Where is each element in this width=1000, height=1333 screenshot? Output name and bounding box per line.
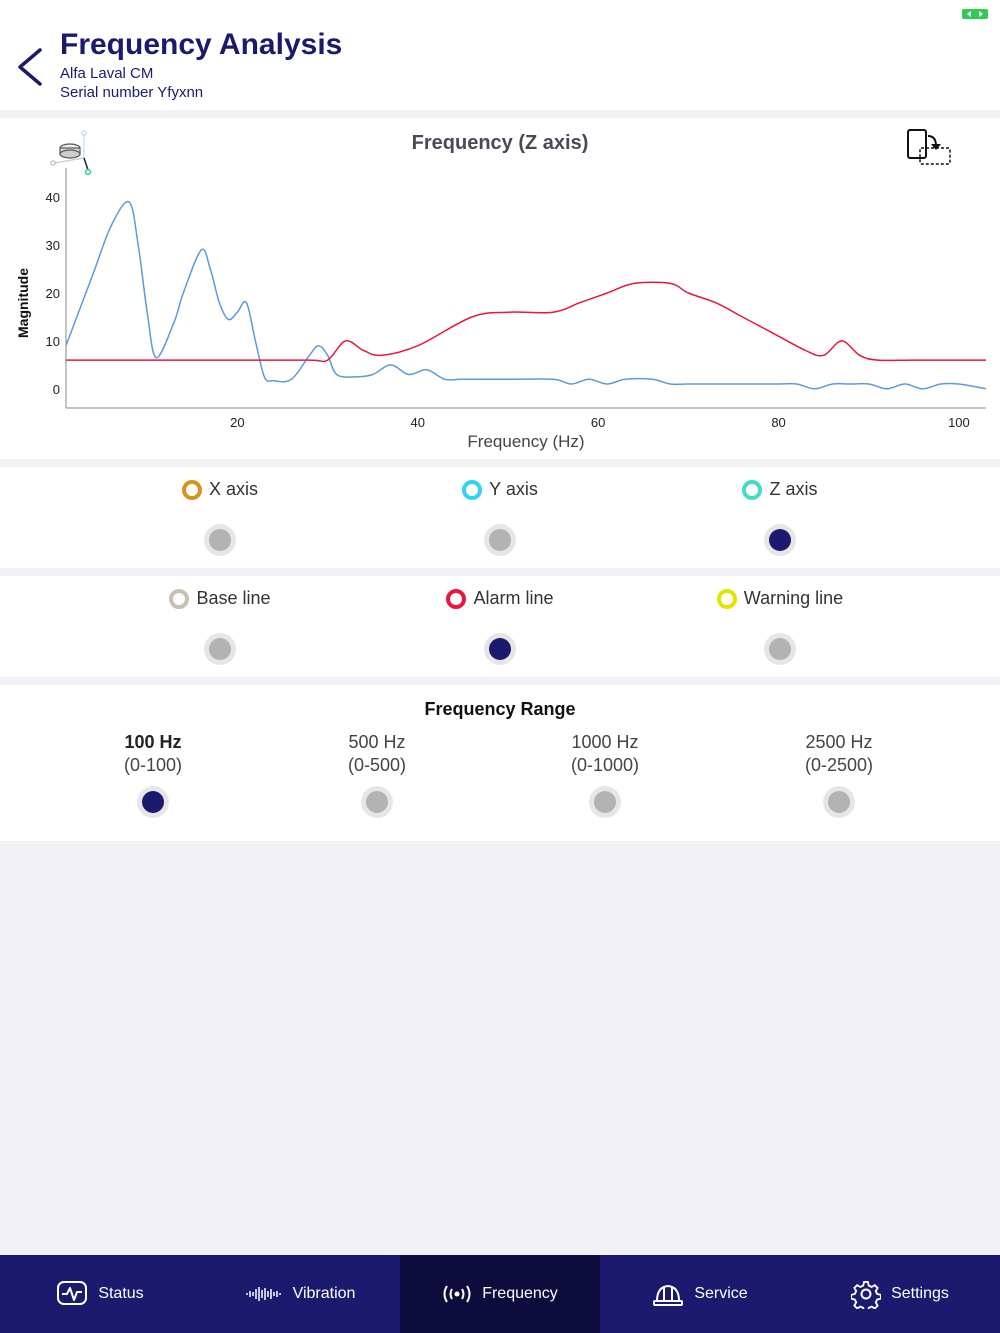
range-sublabel: (0-2500) [804, 755, 874, 775]
x-tick-label: 60 [591, 415, 605, 430]
x-axis-toggle[interactable] [204, 524, 236, 556]
alarm-line-toggle[interactable] [484, 633, 516, 665]
y-axis-label: Y axis [489, 479, 538, 499]
tab-label: Vibration [292, 1285, 356, 1302]
warning-line-legend-icon [716, 588, 737, 609]
base-line-toggle[interactable] [204, 633, 236, 665]
serial-number: Serial number Yfyxnn [60, 84, 204, 101]
tab-service[interactable]: Service [600, 1255, 800, 1333]
y-tick-label: 0 [53, 382, 60, 397]
battery-icon [962, 9, 988, 19]
tab-label: Frequency [482, 1285, 558, 1302]
y-axis-toggle[interactable] [484, 524, 516, 556]
y-tick-label: 30 [46, 238, 60, 253]
line-selector: Base line Alarm line Warning line [0, 576, 1000, 677]
frequency-range-title: Frequency Range [424, 699, 576, 719]
range-option-2500: 2500 Hz (0-2500) [739, 731, 939, 777]
range-option-100: 100 Hz (0-100) [53, 731, 253, 777]
rotate-device-icon [907, 129, 951, 165]
broadcast-icon [443, 1285, 471, 1303]
range-option-500: 500 Hz (0-500) [277, 731, 477, 777]
rotate-device-button[interactable] [906, 128, 952, 166]
sensor-axes-icon [50, 130, 92, 176]
spectrum-line [65, 200, 987, 390]
status-monitor-icon [57, 1281, 88, 1305]
range-sublabel: (0-100) [123, 755, 183, 775]
chart-title: Frequency (Z axis) [411, 132, 589, 154]
tab-bar: Status Vibration Frequency [0, 1255, 1000, 1333]
alarm-line [66, 281, 986, 363]
back-button[interactable] [10, 42, 50, 92]
x-tick-label: 80 [771, 415, 785, 430]
x-tick-label: 40 [411, 415, 425, 430]
chevron-left-icon [18, 48, 42, 86]
x-tick-label: 20 [230, 415, 244, 430]
page-title: Frequency Analysis [60, 28, 343, 61]
warning-line-toggle[interactable] [764, 633, 796, 665]
base-line-legend-icon [169, 588, 190, 609]
range-sublabel: (0-1000) [570, 755, 640, 775]
z-axis-label: Z axis [769, 479, 818, 499]
header: Frequency Analysis Alfa Laval CM Serial … [0, 0, 1000, 110]
tab-status[interactable]: Status [0, 1255, 200, 1333]
range-label: 2500 Hz [805, 732, 873, 752]
tab-label: Status [98, 1285, 144, 1302]
axis-selector: X axis Y axis Z axis [0, 467, 1000, 568]
x-tick-label: 100 [948, 415, 970, 430]
y-tick-label: 20 [46, 286, 60, 301]
x-axis-legend-icon [181, 479, 202, 500]
range-2500-toggle[interactable] [823, 786, 855, 818]
z-axis-toggle[interactable] [764, 524, 796, 556]
z-axis-legend-icon [742, 479, 763, 500]
tab-settings[interactable]: Settings [800, 1255, 1000, 1333]
alarm-line-label: Alarm line [473, 588, 554, 608]
range-option-1000: 1000 Hz (0-1000) [505, 731, 705, 777]
device-name: Alfa Laval CM [60, 65, 154, 82]
base-line-label: Base line [196, 588, 271, 608]
frequency-range-selector: Frequency Range 100 Hz (0-100) 500 Hz (0… [0, 685, 1000, 841]
range-100-toggle[interactable] [137, 786, 169, 818]
range-label: 500 Hz [348, 732, 406, 752]
tab-frequency[interactable]: Frequency [400, 1255, 600, 1333]
tab-vibration[interactable]: Vibration [200, 1255, 400, 1333]
range-label: 100 Hz [124, 732, 182, 752]
alarm-line-legend-icon [446, 588, 467, 609]
x-axis-label: X axis [208, 479, 259, 499]
waveform-icon [245, 1287, 281, 1301]
gear-icon [851, 1280, 882, 1309]
option-base-line: Base line [110, 588, 330, 614]
hard-hat-icon [653, 1284, 684, 1306]
frequency-chart: 0 10 20 30 40 20 40 60 80 100 Frequency (Hz) Magnit… [15, 168, 987, 451]
y-tick-label: 40 [46, 190, 60, 205]
option-alarm-line: Alarm line [390, 588, 610, 614]
range-1000-toggle[interactable] [589, 786, 621, 818]
range-sublabel: (0-500) [347, 755, 407, 775]
option-z-axis: Z axis [670, 479, 890, 505]
frequency-chart-card: 0 10 20 30 40 20 40 60 80 100 Frequency (Hz) Magnit… [0, 118, 1000, 459]
y-axis-title: Magnitude [15, 268, 31, 338]
range-500-toggle[interactable] [361, 786, 393, 818]
option-warning-line: Warning line [670, 588, 890, 614]
x-axis-title: Frequency (Hz) [467, 432, 584, 451]
option-x-axis: X axis [110, 479, 330, 505]
option-y-axis: Y axis [390, 479, 610, 505]
tab-label: Service [694, 1285, 748, 1302]
y-tick-label: 10 [46, 334, 60, 349]
tab-label: Settings [891, 1285, 949, 1302]
range-label: 1000 Hz [571, 732, 639, 752]
warning-line-label: Warning line [743, 588, 844, 608]
y-axis-legend-icon [462, 479, 483, 500]
